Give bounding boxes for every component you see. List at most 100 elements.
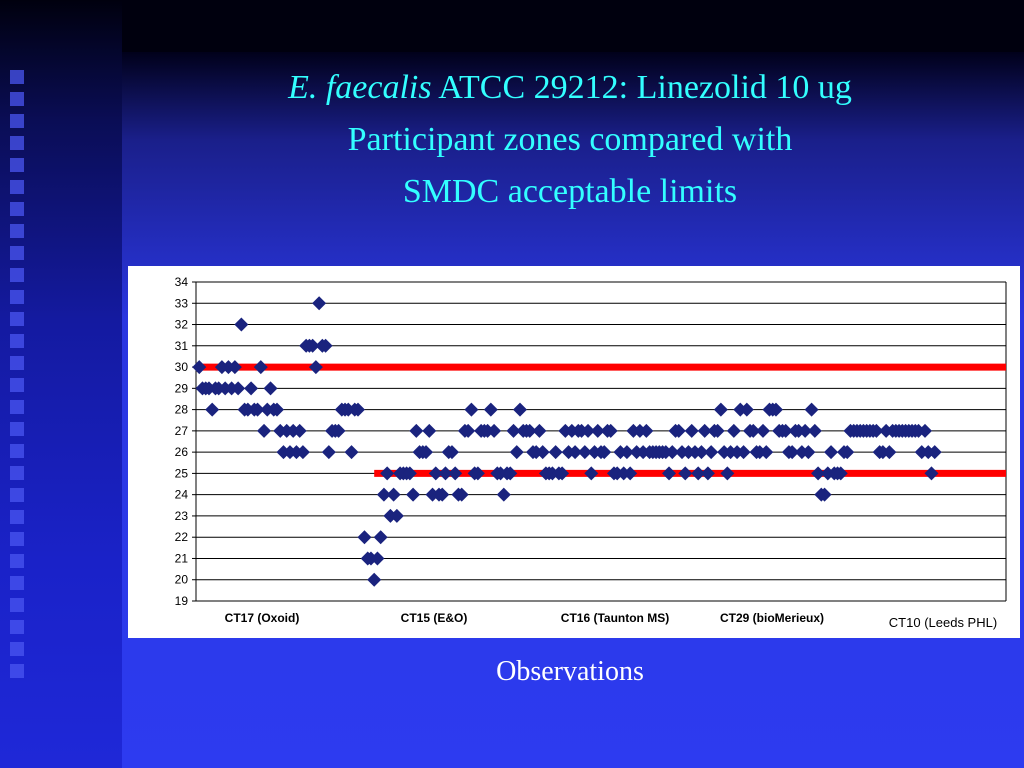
data-point — [244, 381, 259, 396]
data-point — [532, 423, 547, 438]
data-point — [506, 423, 521, 438]
decor-square — [10, 532, 24, 546]
data-point — [438, 466, 453, 481]
data-point — [726, 423, 741, 438]
decor-square — [10, 400, 24, 414]
data-point — [292, 423, 307, 438]
data-point — [496, 487, 511, 502]
data-point — [833, 466, 848, 481]
data-point — [811, 466, 826, 481]
data-point — [577, 445, 592, 460]
decor-square — [10, 598, 24, 612]
decor-square — [10, 510, 24, 524]
data-point — [454, 487, 469, 502]
data-point — [704, 445, 719, 460]
data-point — [380, 466, 395, 481]
y-tick-label: 33 — [175, 296, 189, 310]
group-label: CT17 (Oxoid) — [225, 611, 300, 625]
data-point — [227, 360, 242, 375]
y-tick-label: 19 — [175, 594, 189, 608]
y-tick-label: 22 — [175, 530, 189, 544]
data-point — [662, 466, 677, 481]
data-point — [824, 445, 839, 460]
data-point — [331, 423, 346, 438]
data-point — [318, 338, 333, 353]
data-point — [448, 466, 463, 481]
decor-square — [10, 488, 24, 502]
data-point — [700, 466, 715, 481]
decor-square — [10, 114, 24, 128]
data-point — [234, 317, 249, 332]
data-point — [623, 466, 638, 481]
data-point — [801, 445, 816, 460]
data-point — [483, 402, 498, 417]
data-point — [869, 423, 884, 438]
data-point — [253, 360, 268, 375]
data-point — [386, 487, 401, 502]
data-point — [710, 423, 725, 438]
decor-square — [10, 158, 24, 172]
data-point — [882, 445, 897, 460]
data-point — [918, 423, 932, 438]
title-line-1-rest: ATCC 29212: Linezolid 10 ug — [431, 69, 852, 106]
decor-square — [10, 554, 24, 568]
group-label: CT15 (E&O) — [401, 611, 468, 625]
data-point — [756, 423, 770, 438]
data-point — [344, 445, 359, 460]
data-point — [406, 487, 421, 502]
y-tick-label: 20 — [175, 573, 189, 587]
data-point — [694, 445, 709, 460]
data-point — [691, 466, 706, 481]
decor-square — [10, 268, 24, 282]
data-point — [804, 402, 819, 417]
data-point — [370, 551, 385, 566]
data-point — [470, 466, 485, 481]
data-point — [927, 445, 942, 460]
data-point — [584, 466, 599, 481]
y-tick-label: 34 — [175, 275, 189, 289]
data-point — [435, 487, 450, 502]
data-point — [402, 466, 417, 481]
data-point — [924, 466, 939, 481]
title-line-2: Participant zones compared with — [347, 121, 793, 158]
data-point — [321, 445, 336, 460]
title-line-3: SMDC acceptable limits — [402, 173, 738, 210]
data-point — [295, 445, 310, 460]
data-point — [639, 423, 654, 438]
data-point — [205, 402, 220, 417]
decor-square — [10, 422, 24, 436]
decor-square — [10, 334, 24, 348]
data-point — [548, 445, 563, 460]
decor-square — [10, 92, 24, 106]
data-point — [409, 423, 424, 438]
data-point — [597, 445, 612, 460]
data-point — [503, 466, 518, 481]
y-tick-label: 21 — [175, 551, 189, 565]
data-point — [305, 338, 320, 353]
data-point — [581, 423, 596, 438]
y-axis-title: Zone diameter (mm) — [137, 379, 152, 503]
data-point — [785, 445, 800, 460]
y-tick-label: 31 — [175, 339, 189, 353]
data-point — [768, 402, 783, 417]
decor-square — [10, 290, 24, 304]
data-point — [461, 423, 476, 438]
data-point — [357, 530, 372, 545]
data-point — [444, 445, 459, 460]
x-axis-title: Observations — [496, 656, 644, 687]
data-point — [231, 381, 246, 396]
data-point — [513, 402, 527, 417]
title-line-1: E. faecalis ATCC 29212: Linezolid 10 ug — [190, 62, 950, 114]
decor-square — [10, 466, 24, 480]
decor-square — [10, 224, 24, 238]
data-point — [568, 445, 583, 460]
y-tick-label: 26 — [175, 445, 189, 459]
data-point — [535, 445, 550, 460]
data-point — [257, 423, 272, 438]
y-tick-label: 23 — [175, 509, 189, 523]
decor-square — [10, 180, 24, 194]
decor-square — [10, 70, 24, 84]
data-point — [720, 466, 735, 481]
data-point — [373, 530, 388, 545]
